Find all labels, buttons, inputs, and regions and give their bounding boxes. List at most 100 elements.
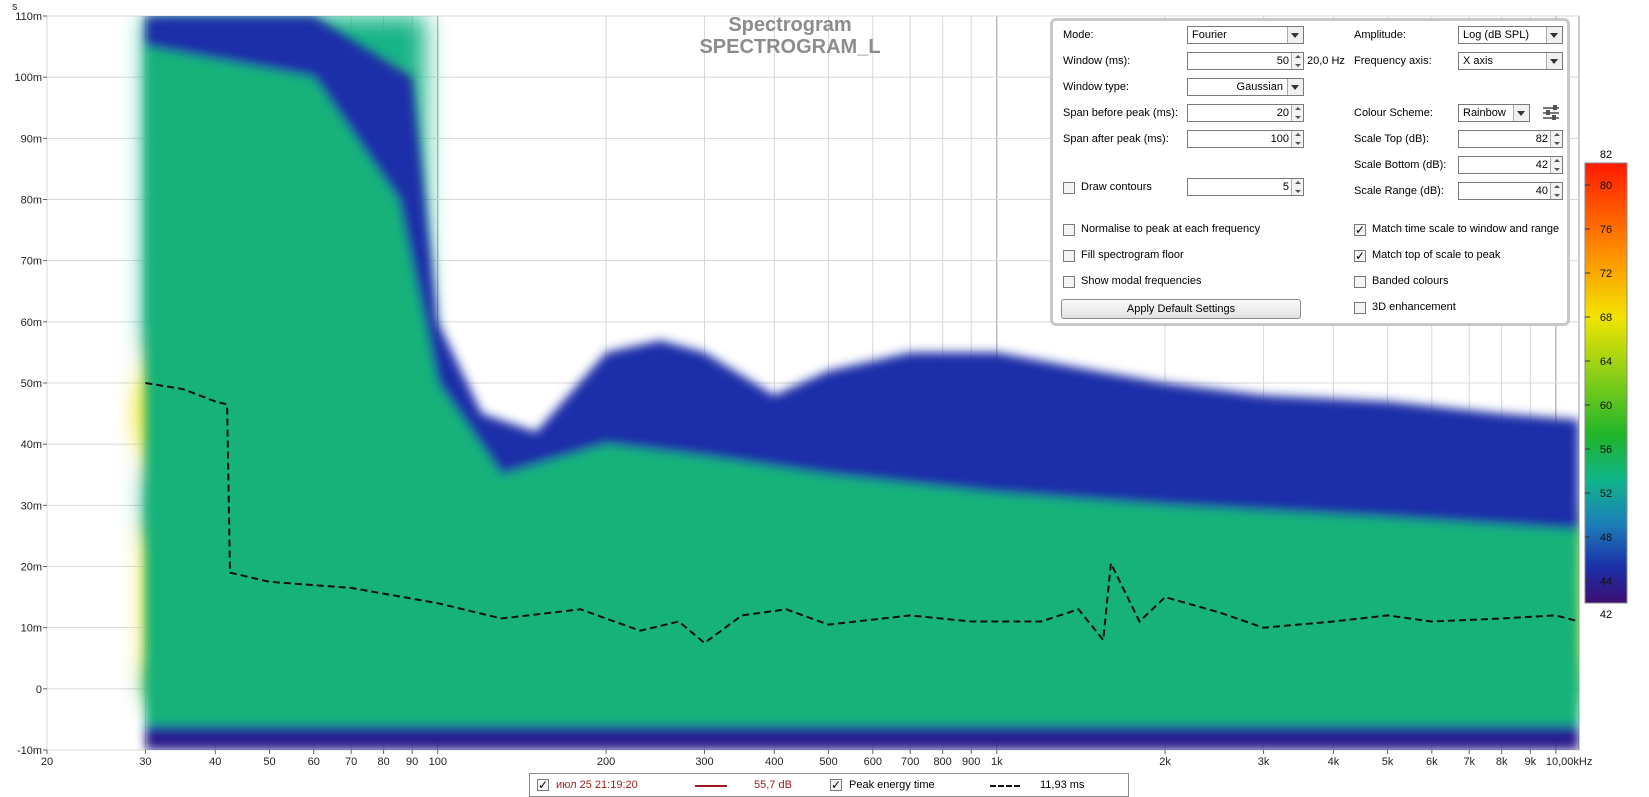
x-tick-label-22: 6k xyxy=(1426,756,1438,768)
x-tick-label-26: 10,00kHz xyxy=(1546,756,1592,768)
chevron-down-icon[interactable] xyxy=(1546,27,1562,43)
scale-range-input[interactable]: 40 xyxy=(1458,182,1563,200)
x-tick-label-0: 20 xyxy=(41,756,53,768)
chevron-down-icon[interactable] xyxy=(1513,105,1529,121)
y-tick-label-9: 20m xyxy=(21,562,42,574)
banded-checkbox[interactable] xyxy=(1354,276,1366,288)
colorbar-tick-label-6: 56 xyxy=(1600,444,1612,456)
colorbar-tick-label-4: 64 xyxy=(1600,356,1612,368)
x-tick-label-5: 70 xyxy=(345,756,357,768)
x-tick-label-7: 90 xyxy=(406,756,418,768)
x-tick-label-14: 700 xyxy=(901,756,919,768)
chart-subtitle: SPECTROGRAM_L xyxy=(699,36,881,58)
x-tick-label-19: 3k xyxy=(1258,756,1270,768)
y-unit-label: s xyxy=(12,1,18,13)
x-tick-label-13: 600 xyxy=(864,756,882,768)
normalise-checkbox[interactable] xyxy=(1063,224,1075,236)
mode-select[interactable]: Fourier xyxy=(1187,26,1304,44)
measurement-checkbox[interactable]: ✓ xyxy=(537,778,549,792)
apply-default-button[interactable]: Apply Default Settings xyxy=(1061,299,1301,319)
peak-energy-value: 11,93 ms xyxy=(1040,779,1085,791)
scale-top-label: Scale Top (dB): xyxy=(1354,133,1430,145)
enhancement-checkbox[interactable] xyxy=(1354,302,1366,314)
match-time-checkbox[interactable]: ✓ xyxy=(1354,223,1366,237)
scale-bottom-input[interactable]: 42 xyxy=(1458,156,1563,174)
x-tick-label-2: 40 xyxy=(209,756,221,768)
y-tick-label-4: 70m xyxy=(21,256,42,268)
colorbar-tick-label-8: 48 xyxy=(1600,532,1612,544)
chevron-down-icon[interactable] xyxy=(1287,79,1303,95)
y-tick-label-7: 40m xyxy=(21,439,42,451)
draw-contours-checkbox[interactable] xyxy=(1063,182,1075,194)
colorbar-top-label: 82 xyxy=(1600,149,1612,161)
scale-range-label: Scale Range (dB): xyxy=(1354,185,1444,197)
span-after-input[interactable]: 100 xyxy=(1187,130,1304,148)
y-tick-label-11: 0 xyxy=(36,684,42,696)
match-top-checkbox[interactable]: ✓ xyxy=(1354,249,1366,263)
measurement-label: июл 25 21:19:20 xyxy=(556,779,638,791)
window-type-value: Gaussian xyxy=(1236,81,1283,93)
window-input[interactable]: 50 xyxy=(1187,52,1304,70)
span-before-label: Span before peak (ms): xyxy=(1063,107,1178,119)
scale-top-spinner[interactable] xyxy=(1550,131,1562,147)
colorbar xyxy=(1584,162,1628,604)
fill-floor-checkbox[interactable] xyxy=(1063,250,1075,262)
colour-scheme-select[interactable]: Rainbow xyxy=(1458,104,1530,122)
y-tick-label-10: 10m xyxy=(21,623,42,635)
window-label: Window (ms): xyxy=(1063,55,1131,67)
freq-axis-value: X axis xyxy=(1463,55,1493,67)
y-tick-label-5: 60m xyxy=(21,317,42,329)
y-tick-label-12: -10m xyxy=(17,745,42,757)
x-tick-label-9: 200 xyxy=(597,756,615,768)
colour-settings-icon[interactable] xyxy=(1543,105,1559,121)
x-tick-label-11: 400 xyxy=(765,756,783,768)
span-before-value: 20 xyxy=(1276,107,1289,119)
contours-spinner[interactable] xyxy=(1291,179,1303,195)
freq-axis-select[interactable]: X axis xyxy=(1458,52,1563,70)
span-before-input[interactable]: 20 xyxy=(1187,104,1304,122)
scale-top-input[interactable]: 82 xyxy=(1458,130,1563,148)
colour-scheme-label: Colour Scheme: xyxy=(1354,107,1433,119)
colorbar-tick-label-1: 76 xyxy=(1600,224,1612,236)
window-spinner[interactable] xyxy=(1291,53,1303,69)
peak-energy-line-swatch xyxy=(990,785,1020,787)
spectrogram-controls-panel: Mode: Fourier Window (ms): 50 20,0 Hz Wi… xyxy=(1050,18,1570,326)
enhancement-label: 3D enhancement xyxy=(1372,301,1456,313)
window-type-select[interactable]: Gaussian xyxy=(1187,78,1304,96)
contours-input[interactable]: 5 xyxy=(1187,178,1304,196)
chevron-down-icon[interactable] xyxy=(1546,53,1562,69)
scale-bottom-spinner[interactable] xyxy=(1550,157,1562,173)
match-time-label: Match time scale to window and range xyxy=(1372,223,1560,235)
span-after-value: 100 xyxy=(1270,133,1289,145)
y-tick-label-6: 50m xyxy=(21,378,42,390)
normalise-label: Normalise to peak at each frequency xyxy=(1081,223,1261,235)
show-modal-checkbox[interactable] xyxy=(1063,276,1075,288)
measurement-value: 55,7 dB xyxy=(754,779,792,791)
amplitude-select[interactable]: Log (dB SPL) xyxy=(1458,26,1563,44)
y-axis-ticks: 110m 100m 90m 80m 70m 60m 50m 40m 30m 20m 10m 0 -10m xyxy=(14,11,47,757)
x-tick-label-20: 4k xyxy=(1328,756,1340,768)
x-tick-label-16: 900 xyxy=(962,756,980,768)
x-tick-label-3: 50 xyxy=(263,756,275,768)
scale-top-value: 82 xyxy=(1535,133,1548,145)
window-hz-readout: 20,0 Hz xyxy=(1307,55,1345,67)
colorbar-ticks: 80 76 72 68 64 60 56 52 48 44 xyxy=(1585,180,1612,588)
chevron-down-icon[interactable] xyxy=(1287,27,1303,43)
x-tick-label-24: 8k xyxy=(1496,756,1508,768)
x-tick-label-8: 100 xyxy=(429,756,447,768)
peak-energy-line xyxy=(145,382,1579,645)
x-tick-label-18: 2k xyxy=(1159,756,1171,768)
window-type-label: Window type: xyxy=(1063,81,1130,93)
mode-value: Fourier xyxy=(1192,29,1227,41)
span-before-spinner[interactable] xyxy=(1291,105,1303,121)
chart-title-block: Spectrogram SPECTROGRAM_L xyxy=(690,14,890,58)
x-tick-label-4: 60 xyxy=(308,756,320,768)
x-tick-label-1: 30 xyxy=(139,756,151,768)
peak-energy-checkbox[interactable]: ✓ xyxy=(830,778,842,792)
heatmap-bottom-fringe xyxy=(145,731,1579,750)
freq-axis-label: Frequency axis: xyxy=(1354,55,1432,67)
x-tick-label-15: 800 xyxy=(933,756,951,768)
mode-label: Mode: xyxy=(1063,29,1094,41)
span-after-spinner[interactable] xyxy=(1291,131,1303,147)
scale-range-spinner[interactable] xyxy=(1550,183,1562,199)
